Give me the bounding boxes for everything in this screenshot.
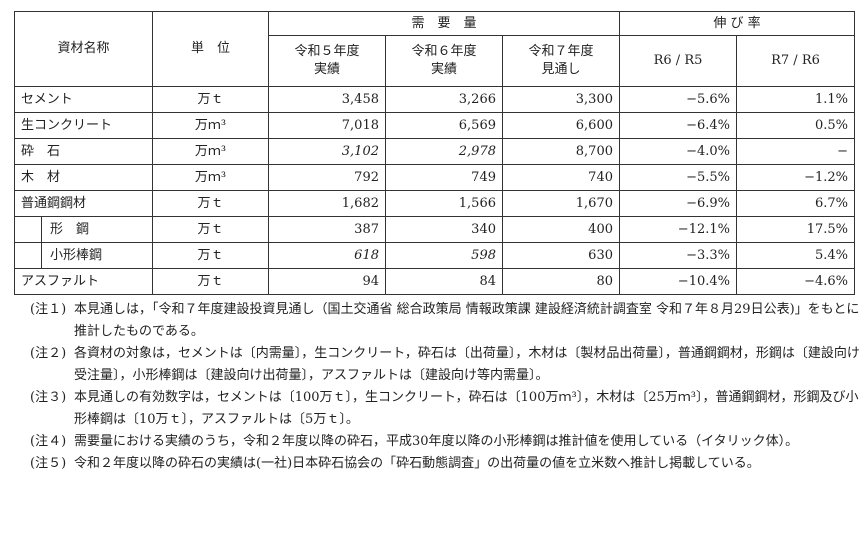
growth-r6-r5: −3.3% <box>619 242 737 269</box>
header-material: 資材名称 <box>14 11 153 87</box>
material-name: 小形棒鋼 <box>41 243 152 268</box>
value-r6: 3,266 <box>385 86 503 113</box>
unit: 万ｍ³ <box>152 112 269 139</box>
value-r7: 3,300 <box>502 86 620 113</box>
note-tag: (注４) <box>30 434 67 449</box>
material-name: 砕 石 <box>14 138 153 165</box>
growth-r7-r6: −1.2% <box>736 164 855 191</box>
notes: (注１) 本見通しは，「令和７年度建設投資見通し（国土交通省 総合政策局 情報政策… <box>30 299 860 475</box>
value-r6: 84 <box>385 268 503 295</box>
growth-r6-r5: −4.0% <box>619 138 737 165</box>
material-name: アスファルト <box>14 268 153 295</box>
note-tag: (注３) <box>30 390 67 405</box>
value-r7: 8,700 <box>502 138 620 165</box>
value-r6: 2,978 <box>385 138 503 165</box>
value-r7: 1,670 <box>502 190 620 217</box>
note-text: 本見通しは，「令和７年度建設投資見通し（国土交通省 総合政策局 情報政策課 建設… <box>74 302 860 339</box>
value-r5: 387 <box>268 216 386 243</box>
growth-r6-r5: −12.1% <box>619 216 737 243</box>
growth-r6-r5: −10.4% <box>619 268 737 295</box>
material-name: 木 材 <box>14 164 153 191</box>
unit: 万ｔ <box>152 242 269 269</box>
table-row: 生コンクリート 万ｍ³ 7,018 6,569 6,600 −6.4% 0.5% <box>14 112 855 139</box>
note: (注５) 令和２年度以降の砕石の実績は(一社)日本砕石協会の「砕石動態調査」の出荷… <box>30 453 860 475</box>
header-r7-r6: R7 / R6 <box>736 35 855 87</box>
material-name: 普通鋼鋼材 <box>14 190 153 217</box>
table-row: 砕 石万ｍ³ 3,102 2,978 8,700 −4.0% − <box>14 138 855 165</box>
growth-r6-r5: −6.9% <box>619 190 737 217</box>
growth-r7-r6: 6.7% <box>736 190 855 217</box>
value-r5: 7,018 <box>268 112 386 139</box>
note: (注３) 本見通しの有効数字は，セメントは〔100万ｔ〕，生コンクリート，砕石は〔… <box>30 387 860 431</box>
table-row: セメント 万ｔ 3,458 3,266 3,300 −5.6% 1.1% <box>14 86 855 113</box>
note-tag: (注５) <box>30 456 67 471</box>
header-demand: 需 要 量 <box>268 11 620 36</box>
unit: 万ｍ³ <box>152 138 269 165</box>
unit: 万ｔ <box>152 190 269 217</box>
value-r5: 618 <box>268 242 386 269</box>
growth-r7-r6: − <box>736 138 855 165</box>
value-r7: 400 <box>502 216 620 243</box>
growth-r7-r6: −4.6% <box>736 268 855 295</box>
header-r6-r5: R6 / R5 <box>619 35 737 87</box>
page: 資材名称 単 位 需 要 量 伸 び 率 令和５年度 実績 令和６年度 実績 令… <box>14 11 860 475</box>
value-r7: 740 <box>502 164 620 191</box>
header-r6: 令和６年度 実績 <box>385 35 503 87</box>
unit: 万ｍ³ <box>152 164 269 191</box>
value-r6: 598 <box>385 242 503 269</box>
material-name: 生コンクリート <box>14 112 153 139</box>
material-name: セメント <box>14 86 153 113</box>
table-row: アスファルト 万ｔ 94 84 80 −10.4% −4.6% <box>14 268 855 295</box>
value-r5: 3,458 <box>268 86 386 113</box>
growth-r7-r6: 5.4% <box>736 242 855 269</box>
value-r5: 1,682 <box>268 190 386 217</box>
value-r7: 6,600 <box>502 112 620 139</box>
growth-r7-r6: 1.1% <box>736 86 855 113</box>
value-r5: 94 <box>268 268 386 295</box>
value-r6: 340 <box>385 216 503 243</box>
table-row: 小形棒鋼 万ｔ 618 598 630 −3.3% 5.4% <box>14 242 855 269</box>
demand-table: 資材名称 単 位 需 要 量 伸 び 率 令和５年度 実績 令和６年度 実績 令… <box>14 11 855 295</box>
note-text: 本見通しの有効数字は，セメントは〔100万ｔ〕，生コンクリート，砕石は〔100万… <box>74 390 859 427</box>
header-growth: 伸 び 率 <box>619 11 855 36</box>
note: (注４) 需要量における実績のうち，令和２年度以降の砕石，平成30年度以降の小形棒… <box>30 431 860 453</box>
table-row: 木 材万ｍ³ 792 749 740 −5.5% −1.2% <box>14 164 855 191</box>
header-r7: 令和７年度 見通し <box>502 35 620 87</box>
unit: 万ｔ <box>152 268 269 295</box>
value-r7: 630 <box>502 242 620 269</box>
unit: 万ｔ <box>152 216 269 243</box>
growth-r6-r5: −6.4% <box>619 112 737 139</box>
note: (注１) 本見通しは，「令和７年度建設投資見通し（国土交通省 総合政策局 情報政策… <box>30 299 860 343</box>
note-tag: (注２) <box>30 346 67 361</box>
note-tag: (注１) <box>30 302 67 317</box>
value-r6: 6,569 <box>385 112 503 139</box>
growth-r7-r6: 17.5% <box>736 216 855 243</box>
note: (注２) 各資材の対象は，セメントは〔内需量〕，生コンクリート，砕石は〔出荷量〕，… <box>30 343 860 387</box>
growth-r6-r5: −5.5% <box>619 164 737 191</box>
note-text: 令和２年度以降の砕石の実績は(一社)日本砕石協会の「砕石動態調査」の出荷量の値を… <box>74 456 760 471</box>
value-r6: 749 <box>385 164 503 191</box>
value-r5: 3,102 <box>268 138 386 165</box>
table-row: 形 鋼万ｔ 387 340 400 −12.1% 17.5% <box>14 216 855 243</box>
growth-r7-r6: 0.5% <box>736 112 855 139</box>
unit: 万ｔ <box>152 86 269 113</box>
note-text: 各資材の対象は，セメントは〔内需量〕，生コンクリート，砕石は〔出荷量〕，木材は〔… <box>74 346 860 383</box>
growth-r6-r5: −5.6% <box>619 86 737 113</box>
material-name: 形 鋼 <box>41 217 152 242</box>
note-text: 需要量における実績のうち，令和２年度以降の砕石，平成30年度以降の小形棒鋼は推計… <box>74 434 799 449</box>
header-r5: 令和５年度 実績 <box>268 35 386 87</box>
table-row: 普通鋼鋼材 万ｔ 1,682 1,566 1,670 −6.9% 6.7% <box>14 190 855 217</box>
header-unit: 単 位 <box>152 11 269 87</box>
value-r5: 792 <box>268 164 386 191</box>
value-r7: 80 <box>502 268 620 295</box>
value-r6: 1,566 <box>385 190 503 217</box>
